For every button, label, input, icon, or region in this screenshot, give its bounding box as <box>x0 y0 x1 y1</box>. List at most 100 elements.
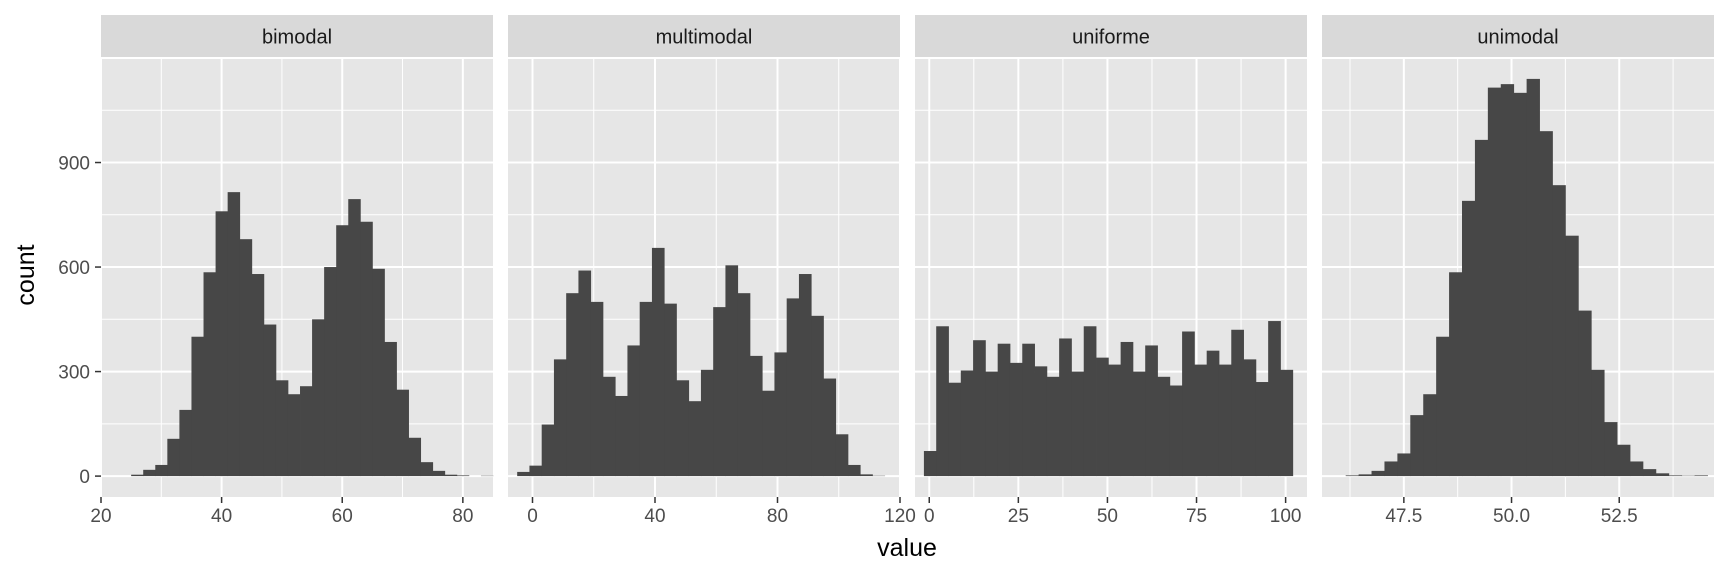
histogram-bar <box>811 315 824 477</box>
facet-strip-label: multimodal <box>656 27 753 49</box>
histogram-bar <box>578 270 592 477</box>
histogram-bar <box>1345 475 1360 477</box>
histogram-bar <box>835 434 849 477</box>
histogram-bar <box>860 474 873 477</box>
histogram-bar <box>1668 475 1683 477</box>
histogram-bar <box>263 324 277 477</box>
histogram-bar <box>1397 453 1411 477</box>
histogram-bar <box>823 378 837 477</box>
histogram-bar <box>1255 382 1269 477</box>
histogram-bar <box>1108 364 1122 477</box>
histogram-bar <box>997 343 1011 477</box>
histogram-bar <box>167 438 180 477</box>
facet-strip <box>915 15 1307 58</box>
histogram-bar <box>324 267 337 477</box>
histogram-bar <box>360 221 373 477</box>
histogram-bar <box>1231 329 1244 477</box>
histogram-bar <box>602 376 616 477</box>
histogram-bar <box>1206 350 1220 477</box>
histogram-bar <box>384 341 397 477</box>
histogram-bar <box>1526 78 1540 477</box>
facet-strip <box>101 15 493 58</box>
facet-strip-label: uniforme <box>1072 27 1150 49</box>
y-axis-title: count <box>12 244 40 305</box>
histogram-bar <box>1083 326 1097 477</box>
histogram-bar <box>948 382 962 477</box>
histogram-bar <box>1462 200 1476 477</box>
histogram-bar <box>985 371 999 477</box>
y-tick-label: 900 <box>58 154 90 175</box>
x-tick-label: 0 <box>924 506 935 527</box>
histogram-bar <box>191 336 204 477</box>
histogram-bar <box>1487 87 1502 477</box>
histogram-bar <box>1436 336 1450 477</box>
histogram-bar <box>239 239 253 477</box>
histogram-bar <box>312 319 325 477</box>
histogram-bar <box>1578 310 1592 477</box>
histogram-bar <box>1474 139 1489 477</box>
histogram-bar <box>541 424 555 477</box>
x-tick-label: 47.5 <box>1385 506 1422 527</box>
histogram-bar <box>590 301 604 477</box>
histogram-bar <box>1071 371 1085 477</box>
histogram-bar <box>774 352 788 477</box>
x-tick-label: 25 <box>1008 506 1029 527</box>
histogram-bar <box>203 272 216 477</box>
histogram-bar <box>1552 185 1566 477</box>
histogram-bar <box>1423 394 1437 477</box>
y-axis: 0 300 600 900 <box>58 154 101 488</box>
histogram-bar <box>786 298 800 477</box>
histogram-bar <box>1617 444 1631 477</box>
histogram-bar <box>1046 376 1060 477</box>
facet-strip-label: unimodal <box>1477 27 1558 49</box>
histogram-bar <box>1268 321 1281 477</box>
histogram-bar <box>676 380 690 477</box>
histogram-bar <box>444 474 458 477</box>
histogram-bar <box>1218 364 1232 477</box>
histogram-bar <box>1655 473 1670 477</box>
y-tick-label: 0 <box>79 467 90 488</box>
histogram-bar <box>1513 92 1528 477</box>
histogram-bar <box>155 464 168 477</box>
x-tick-label: 0 <box>527 506 538 527</box>
x-tick-label: 52.5 <box>1601 506 1638 527</box>
x-tick-label: 100 <box>1270 506 1302 527</box>
histogram-bar <box>1384 461 1398 477</box>
x-tick-label: 50.0 <box>1493 506 1530 527</box>
histogram-bar <box>1565 235 1579 477</box>
histogram-bar <box>566 293 579 477</box>
histogram-bar <box>179 409 192 477</box>
histogram-bar <box>1280 369 1294 477</box>
histogram-bar <box>215 211 229 477</box>
histogram-bar <box>1410 415 1424 477</box>
histogram-bar <box>1145 345 1158 477</box>
x-tick-label: 40 <box>644 506 665 527</box>
histogram-bar <box>725 265 739 477</box>
histogram-bar <box>1604 422 1618 477</box>
histogram-bar <box>1591 369 1605 477</box>
histogram-bar <box>275 380 289 477</box>
histogram-bar <box>408 437 422 477</box>
histogram-bar <box>936 326 949 477</box>
histogram-bar <box>227 192 241 477</box>
histogram-bar <box>1132 371 1146 477</box>
histogram-bar <box>1371 470 1385 477</box>
x-tick-label: 40 <box>211 506 232 527</box>
histogram-bar <box>1358 474 1372 477</box>
histogram-bar <box>456 475 470 477</box>
facet-strip-label: bimodal <box>262 27 332 49</box>
histogram-bar <box>1642 469 1657 477</box>
histogram-bar <box>639 301 653 477</box>
histogram-bar <box>396 389 409 477</box>
facet-multimodal: multimodal 0 40 80 120 <box>508 15 916 527</box>
histogram-bar <box>627 345 641 477</box>
histogram-bar <box>131 474 144 477</box>
histogram-bar <box>973 340 986 477</box>
histogram-bar <box>1500 84 1515 477</box>
histogram-bar <box>1120 341 1134 477</box>
histogram-bar <box>1022 343 1035 477</box>
histogram-bar <box>762 390 775 477</box>
x-tick-label: 75 <box>1186 506 1207 527</box>
